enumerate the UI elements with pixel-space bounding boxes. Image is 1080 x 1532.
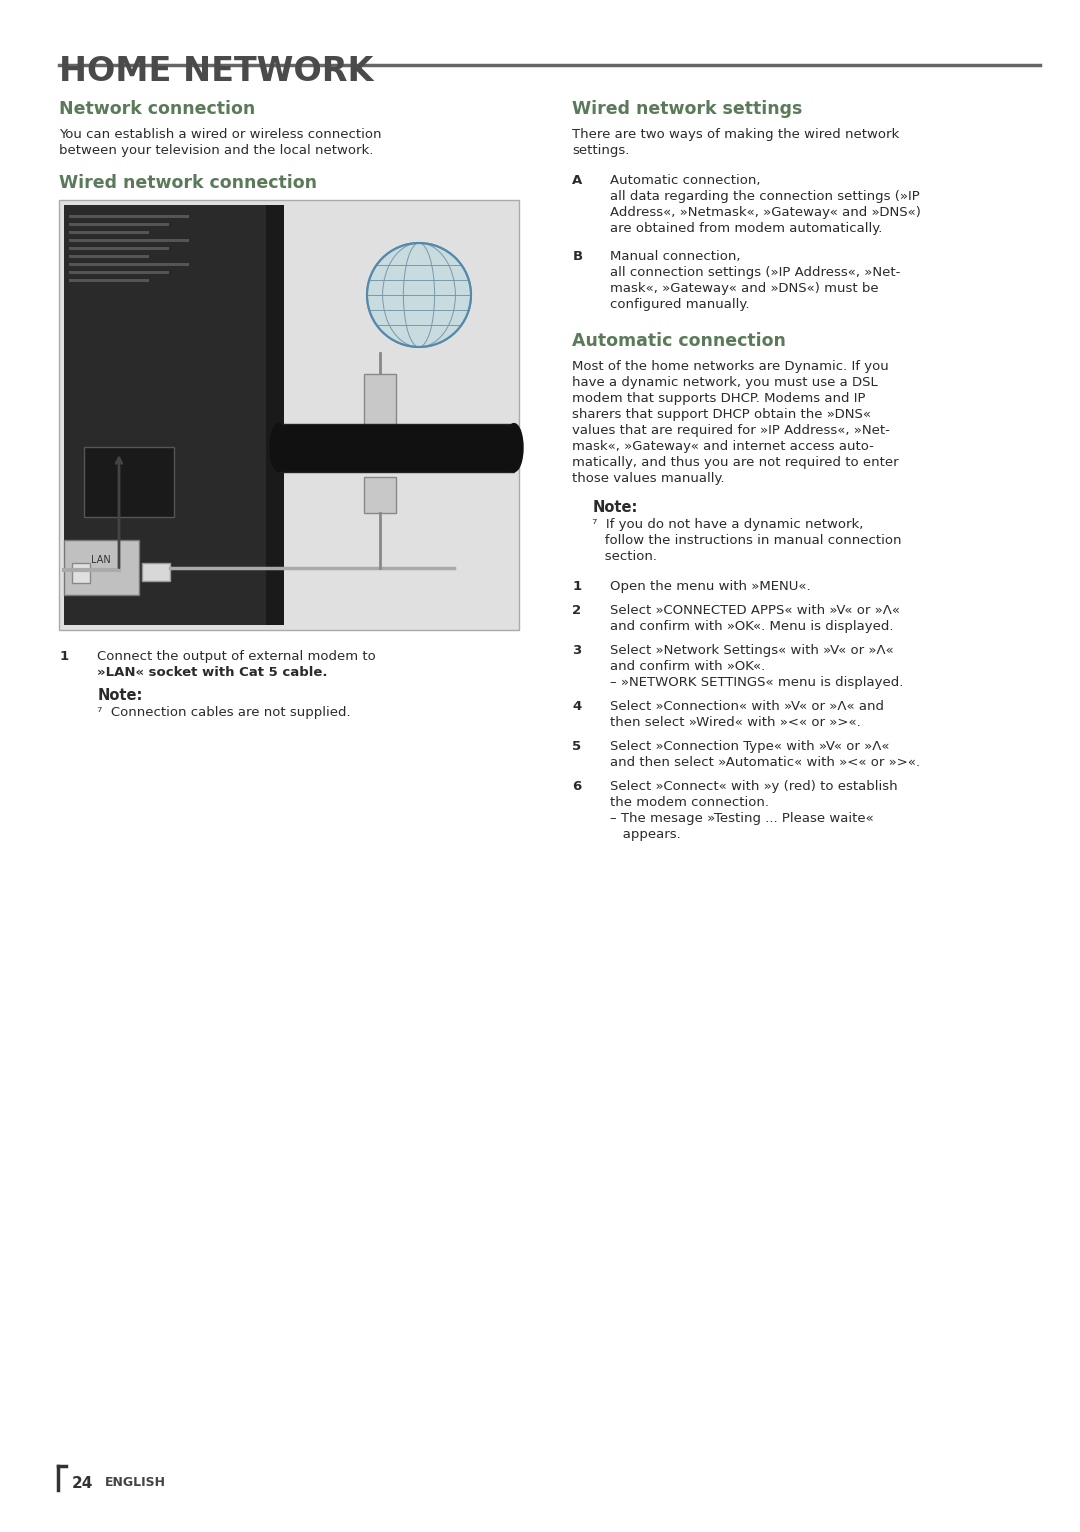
Text: Connect the output of external modem to: Connect the output of external modem to xyxy=(97,650,376,663)
Text: appears.: appears. xyxy=(610,827,681,841)
Text: all connection settings (»IP Address«, »Net-: all connection settings (»IP Address«, »… xyxy=(610,267,901,279)
Bar xyxy=(69,254,149,257)
Circle shape xyxy=(367,244,471,348)
Text: sharers that support DHCP obtain the »DNS«: sharers that support DHCP obtain the »DN… xyxy=(572,408,872,421)
Text: Select »CONNECTED APPS« with »V« or »Λ«: Select »CONNECTED APPS« with »V« or »Λ« xyxy=(610,604,901,617)
Text: Open the menu with »MENU«.: Open the menu with »MENU«. xyxy=(610,581,811,593)
Text: section.: section. xyxy=(593,550,658,562)
Text: all data regarding the connection settings (»IP: all data regarding the connection settin… xyxy=(610,190,920,204)
Text: ENGLISH: ENGLISH xyxy=(105,1475,166,1489)
Text: 1: 1 xyxy=(572,581,581,593)
Text: Wired network connection: Wired network connection xyxy=(59,175,318,192)
Text: You can establish a wired or wireless connection: You can establish a wired or wireless co… xyxy=(59,129,382,141)
Text: B: B xyxy=(572,250,582,264)
Bar xyxy=(279,424,514,472)
Text: those values manually.: those values manually. xyxy=(572,472,725,486)
Bar xyxy=(69,264,189,267)
Text: Select »Connect« with »y (red) to establish: Select »Connect« with »y (red) to establ… xyxy=(610,780,899,794)
Text: matically, and thus you are not required to enter: matically, and thus you are not required… xyxy=(572,457,899,469)
Text: 2: 2 xyxy=(572,604,581,617)
Text: between your television and the local network.: between your television and the local ne… xyxy=(59,144,374,156)
Text: and then select »Automatic« with »<« or »>«.: and then select »Automatic« with »<« or … xyxy=(610,755,920,769)
Text: Automatic connection,: Automatic connection, xyxy=(610,175,761,187)
Text: 5: 5 xyxy=(572,740,581,754)
Text: 6: 6 xyxy=(572,780,582,794)
Text: – The mesage »Testing ... Please waite«: – The mesage »Testing ... Please waite« xyxy=(610,812,874,826)
Text: Address«, »Netmask«, »Gateway« and »DNS«): Address«, »Netmask«, »Gateway« and »DNS«… xyxy=(610,205,921,219)
Bar xyxy=(364,476,396,513)
Text: Most of the home networks are Dynamic. If you: Most of the home networks are Dynamic. I… xyxy=(572,360,889,372)
Text: Automatic connection: Automatic connection xyxy=(572,332,786,349)
Text: mask«, »Gateway« and internet access auto-: mask«, »Gateway« and internet access aut… xyxy=(572,440,875,453)
Text: Select »Connection Type« with »V« or »Λ«: Select »Connection Type« with »V« or »Λ« xyxy=(610,740,890,754)
Bar xyxy=(266,205,284,625)
Text: the modem connection.: the modem connection. xyxy=(610,797,769,809)
Bar xyxy=(72,562,90,584)
Text: then select »Wired« with »<« or »>«.: then select »Wired« with »<« or »>«. xyxy=(610,715,861,729)
Ellipse shape xyxy=(270,424,288,472)
Text: 4: 4 xyxy=(572,700,582,712)
Ellipse shape xyxy=(505,424,523,472)
Text: follow the instructions in manual connection: follow the instructions in manual connec… xyxy=(593,535,902,547)
Text: 24: 24 xyxy=(72,1475,93,1491)
Bar xyxy=(69,224,168,227)
Text: settings.: settings. xyxy=(572,144,630,156)
Text: – »NETWORK SETTINGS« menu is displayed.: – »NETWORK SETTINGS« menu is displayed. xyxy=(610,676,904,689)
Bar xyxy=(69,279,149,282)
Text: configured manually.: configured manually. xyxy=(610,299,750,311)
Text: Manual connection,: Manual connection, xyxy=(610,250,741,264)
Text: There are two ways of making the wired network: There are two ways of making the wired n… xyxy=(572,129,900,141)
Bar xyxy=(64,205,284,625)
Text: ⁷  Connection cables are not supplied.: ⁷ Connection cables are not supplied. xyxy=(97,706,351,719)
Bar xyxy=(141,562,170,581)
Bar xyxy=(64,539,139,594)
Text: 3: 3 xyxy=(572,643,582,657)
Text: modem that supports DHCP. Modems and IP: modem that supports DHCP. Modems and IP xyxy=(572,392,866,404)
Text: ⁷  If you do not have a dynamic network,: ⁷ If you do not have a dynamic network, xyxy=(593,518,864,532)
Text: LAN: LAN xyxy=(91,555,111,565)
Text: and confirm with »OK«. Menu is displayed.: and confirm with »OK«. Menu is displayed… xyxy=(610,620,894,633)
Text: are obtained from modem automatically.: are obtained from modem automatically. xyxy=(610,222,882,234)
Text: Note:: Note: xyxy=(97,688,143,703)
Bar xyxy=(84,447,174,516)
Text: mask«, »Gateway« and »DNS«) must be: mask«, »Gateway« and »DNS«) must be xyxy=(610,282,879,296)
Bar xyxy=(364,374,396,426)
Text: HOME NETWORK: HOME NETWORK xyxy=(59,55,374,87)
Text: have a dynamic network, you must use a DSL: have a dynamic network, you must use a D… xyxy=(572,375,878,389)
Bar xyxy=(69,214,189,218)
Text: Network connection: Network connection xyxy=(59,100,256,118)
Text: Note:: Note: xyxy=(593,499,638,515)
Text: Select »Network Settings« with »V« or »Λ«: Select »Network Settings« with »V« or »Λ… xyxy=(610,643,894,657)
Text: A: A xyxy=(572,175,582,187)
Bar xyxy=(69,231,149,234)
Bar xyxy=(69,271,168,274)
Text: 1: 1 xyxy=(59,650,68,663)
Text: Wired network settings: Wired network settings xyxy=(572,100,802,118)
Bar xyxy=(69,247,168,250)
Text: Select »Connection« with »V« or »Λ« and: Select »Connection« with »V« or »Λ« and xyxy=(610,700,885,712)
Text: and confirm with »OK«.: and confirm with »OK«. xyxy=(610,660,766,673)
Bar xyxy=(59,201,519,630)
Text: values that are required for »IP Address«, »Net-: values that are required for »IP Address… xyxy=(572,424,890,437)
Text: »LAN« socket with Cat 5 cable.: »LAN« socket with Cat 5 cable. xyxy=(97,666,328,679)
Text: www: www xyxy=(400,286,438,300)
Bar xyxy=(69,239,189,242)
